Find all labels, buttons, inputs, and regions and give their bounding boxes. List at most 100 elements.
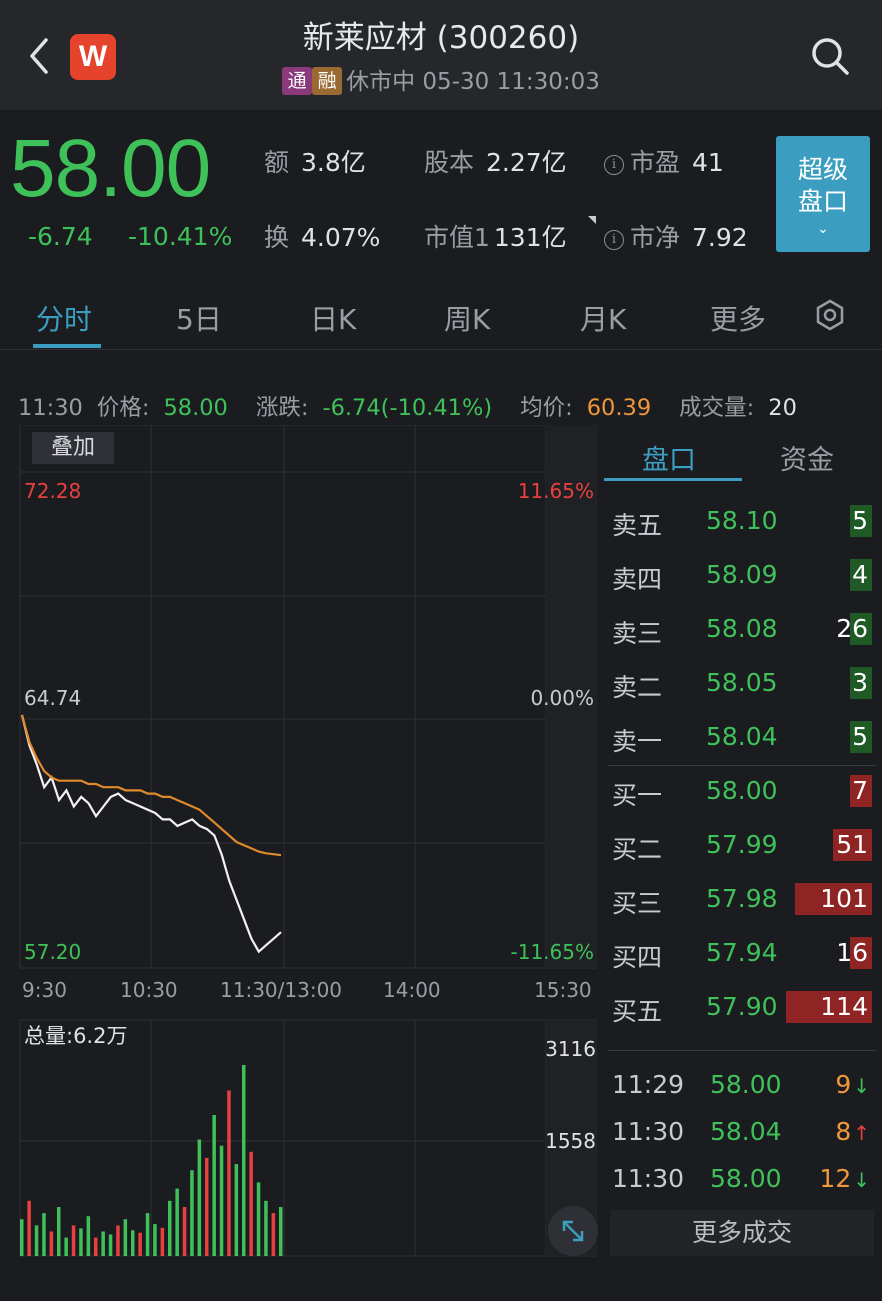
level-qty: 4 — [852, 560, 868, 589]
tab-capital-flow[interactable]: 资金 — [780, 445, 834, 476]
level-price: 58.04 — [706, 722, 778, 751]
y-label-high: 72.28 — [24, 479, 81, 503]
level-qty-bar — [850, 505, 872, 537]
level-name: 卖三 — [612, 619, 663, 648]
bid-level[interactable]: 买四 57.94 16 — [604, 926, 882, 980]
ask-level[interactable]: 卖二 58.05 3 — [604, 656, 882, 710]
level-qty-bar — [850, 775, 872, 807]
volume-bar — [264, 1200, 268, 1256]
bid-level[interactable]: 买二 57.99 51 — [604, 818, 882, 872]
level-name: 买五 — [612, 997, 663, 1026]
level-qty: 3 — [852, 668, 868, 697]
level-qty-bar — [850, 721, 872, 753]
level-price: 58.05 — [706, 668, 778, 697]
level-qty: 114 — [820, 992, 868, 1021]
trade-time: 11:29 — [612, 1070, 685, 1099]
level-qty-bar — [850, 559, 872, 591]
tab-daily-k[interactable]: 日K — [310, 303, 357, 336]
ask-level[interactable]: 卖一 58.04 5 — [604, 710, 882, 764]
intraday-chart[interactable]: 72.28 64.74 57.20 11.65% 0.00% -11.65% 9… — [0, 425, 604, 1260]
tab-more[interactable]: 更多 — [710, 303, 767, 336]
tab-5day[interactable]: 5日 — [176, 303, 222, 336]
y-label-low: 57.20 — [24, 940, 81, 964]
stock-title: 新莱应材 (300260) — [302, 20, 580, 56]
volume-bar — [168, 1200, 172, 1256]
ask-level[interactable]: 卖四 58.09 4 — [604, 548, 882, 602]
tab-monthly-k[interactable]: 月K — [580, 303, 627, 336]
tab-orderbook[interactable]: 盘口 — [642, 445, 696, 476]
trade-row: 11:29 58.00 9 ↓ — [604, 1062, 882, 1108]
volume-bar — [108, 1234, 113, 1256]
level-name: 买四 — [612, 943, 663, 972]
level-qty: 5 — [852, 722, 868, 751]
stat-turnover-amount: 额 3.8亿 — [264, 148, 366, 177]
stat-market-cap[interactable]: 市值1 131亿 — [424, 223, 567, 252]
trade-qty: 8 ↑ — [835, 1117, 870, 1146]
x-label-1530: 15:30 — [534, 978, 592, 1002]
tag-tong: 通 — [282, 67, 313, 95]
vol-label-max: 3116 — [545, 1037, 596, 1061]
level-name: 卖五 — [612, 511, 663, 540]
bid-level[interactable]: 买五 57.90 114 — [604, 980, 882, 1034]
level-price: 58.08 — [706, 614, 778, 643]
bid-level[interactable]: 买一 58.00 7 — [604, 764, 882, 818]
volume-bar — [145, 1213, 150, 1256]
x-label-1400: 14:00 — [383, 978, 441, 1002]
level-qty: 5 — [852, 506, 868, 535]
volume-bar — [123, 1219, 128, 1256]
tab-intraday[interactable]: 分时 — [36, 303, 93, 336]
trade-time: 11:30 — [612, 1117, 685, 1146]
orderbook-divider — [608, 765, 876, 766]
stat-pe[interactable]: i 市盈 41 — [604, 143, 724, 179]
avg-price-line — [20, 714, 282, 857]
super-orderbook-button[interactable]: 超级 盘口 ⌄ — [776, 136, 870, 252]
ask-level[interactable]: 卖三 58.08 26 — [604, 602, 882, 656]
total-volume: 总量:6.2万 — [24, 1024, 128, 1048]
trade-direction-icon: ↓ — [853, 1074, 870, 1098]
volume-bar — [190, 1170, 194, 1256]
level-price: 57.94 — [706, 938, 778, 967]
bid-level[interactable]: 买三 57.98 101 — [604, 872, 882, 926]
overlay-button[interactable]: 叠加 — [32, 432, 114, 464]
price-change: -6.74 — [28, 222, 93, 251]
tab-weekly-k[interactable]: 周K — [444, 303, 491, 336]
volume-bar — [153, 1224, 157, 1256]
info-icon: i — [604, 230, 624, 250]
pct-label-mid: 0.00% — [530, 686, 594, 710]
ask-level[interactable]: 卖五 58.10 5 — [604, 494, 882, 548]
level-price: 57.98 — [706, 884, 778, 913]
level-qty-bar — [833, 829, 872, 861]
trades-divider — [608, 1050, 876, 1051]
volume-bar — [197, 1139, 202, 1256]
search-button[interactable] — [808, 34, 852, 78]
tab-underline — [33, 344, 101, 348]
volume-bar — [227, 1090, 231, 1256]
volume-bar — [34, 1225, 39, 1256]
level-name: 卖四 — [612, 565, 663, 594]
level-price: 58.09 — [706, 560, 778, 589]
trade-direction-icon: ↑ — [853, 1121, 870, 1145]
trade-price: 58.00 — [710, 1164, 782, 1193]
fullscreen-button[interactable] — [548, 1206, 598, 1256]
volume-bar — [86, 1216, 91, 1256]
pct-label-low: -11.65% — [511, 940, 594, 964]
volume-bar — [234, 1164, 239, 1256]
volume-bar — [49, 1231, 54, 1256]
more-trades-button[interactable]: 更多成交 — [610, 1210, 874, 1256]
level-name: 买二 — [612, 835, 663, 864]
trade-row: 11:30 58.04 8 ↑ — [604, 1109, 882, 1155]
volume-bar — [175, 1188, 179, 1256]
volume-bar — [219, 1145, 224, 1256]
volume-bar — [271, 1213, 276, 1256]
vol-label-mid: 1558 — [545, 1129, 596, 1153]
stat-pb[interactable]: i 市净 7.92 — [604, 218, 748, 254]
back-button[interactable] — [22, 36, 58, 76]
x-label-0930: 9:30 — [22, 978, 67, 1002]
volume-bar — [57, 1207, 61, 1256]
top-bar — [0, 0, 882, 110]
app-logo[interactable]: W — [70, 34, 116, 80]
level-qty-bar — [850, 667, 872, 699]
volume-bar — [256, 1182, 261, 1256]
pct-label-high: 11.65% — [518, 479, 594, 503]
chart-settings-button[interactable] — [814, 299, 846, 331]
